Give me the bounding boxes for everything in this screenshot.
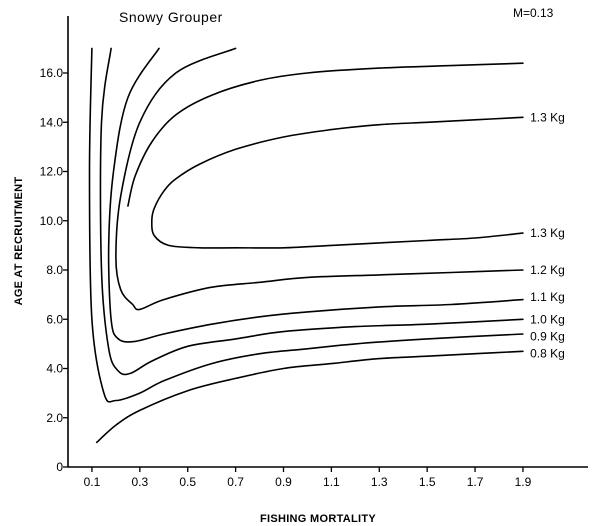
x-tick-label: 0.3 <box>131 475 148 489</box>
curve-label: 1.1 Kg <box>530 290 565 304</box>
curve-label: 1.3 Kg <box>530 110 565 124</box>
x-tick-label: 0.5 <box>179 475 196 489</box>
x-tick-label: 0.7 <box>227 475 244 489</box>
x-axis-ticks: 0.1 0.3 0.5 0.7 0.9 1.1 1.3 1.5 1.7 1.9 <box>84 467 532 489</box>
isopleth-iso-1.0 <box>99 47 524 376</box>
y-axis-label: AGE AT RECRUITMENT <box>13 177 25 306</box>
curve-label: 0.8 Kg <box>530 347 565 361</box>
curve-label: 1.2 Kg <box>530 263 565 277</box>
y-tick-label: 4.0 <box>46 362 63 376</box>
x-tick-label: 1.1 <box>323 475 340 489</box>
isopleth-iso-1.1 <box>107 47 524 343</box>
y-tick-label: 14.0 <box>40 115 64 129</box>
x-tick-label: 1.7 <box>467 475 484 489</box>
mortality-annotation: M=0.13 <box>513 6 554 20</box>
y-axis-ticks: 0 2.0 4.0 6.0 8.0 10.0 12.0 14.0 16.0 <box>40 66 68 474</box>
isopleth-curves <box>88 47 524 444</box>
curve-label: 1.3 Kg <box>530 226 565 240</box>
chart-title: Snowy Grouper <box>119 9 223 25</box>
y-tick-label: 6.0 <box>46 312 63 326</box>
isopleth-iso-0.9 <box>88 47 524 403</box>
isopleth-iso-1.3-outer <box>127 62 524 207</box>
y-tick-label: 8.0 <box>46 263 63 277</box>
x-tick-label: 0.1 <box>84 475 101 489</box>
isopleth-iso-1.3-inner <box>150 116 524 249</box>
y-tick-label: 12.0 <box>40 165 64 179</box>
x-tick-label: 1.9 <box>515 475 532 489</box>
isopleth-iso-0.8 <box>95 350 524 444</box>
y-tick-label: 0 <box>56 460 63 474</box>
curve-label: 1.0 Kg <box>530 312 565 326</box>
isopleth-iso-1.2 <box>115 47 524 311</box>
curve-labels: 1.3 Kg 1.3 Kg 1.2 Kg 1.1 Kg 1.0 Kg 0.9 Kg 0.8 … <box>530 110 565 360</box>
y-tick-label: 2.0 <box>46 411 63 425</box>
x-tick-label: 1.3 <box>371 475 388 489</box>
y-tick-label: 16.0 <box>40 66 64 80</box>
y-tick-label: 10.0 <box>40 214 64 228</box>
x-axis-label: FISHING MORTALITY <box>260 513 376 525</box>
x-tick-label: 1.5 <box>419 475 436 489</box>
x-tick-label: 0.9 <box>275 475 292 489</box>
curve-label: 0.9 Kg <box>530 329 565 343</box>
